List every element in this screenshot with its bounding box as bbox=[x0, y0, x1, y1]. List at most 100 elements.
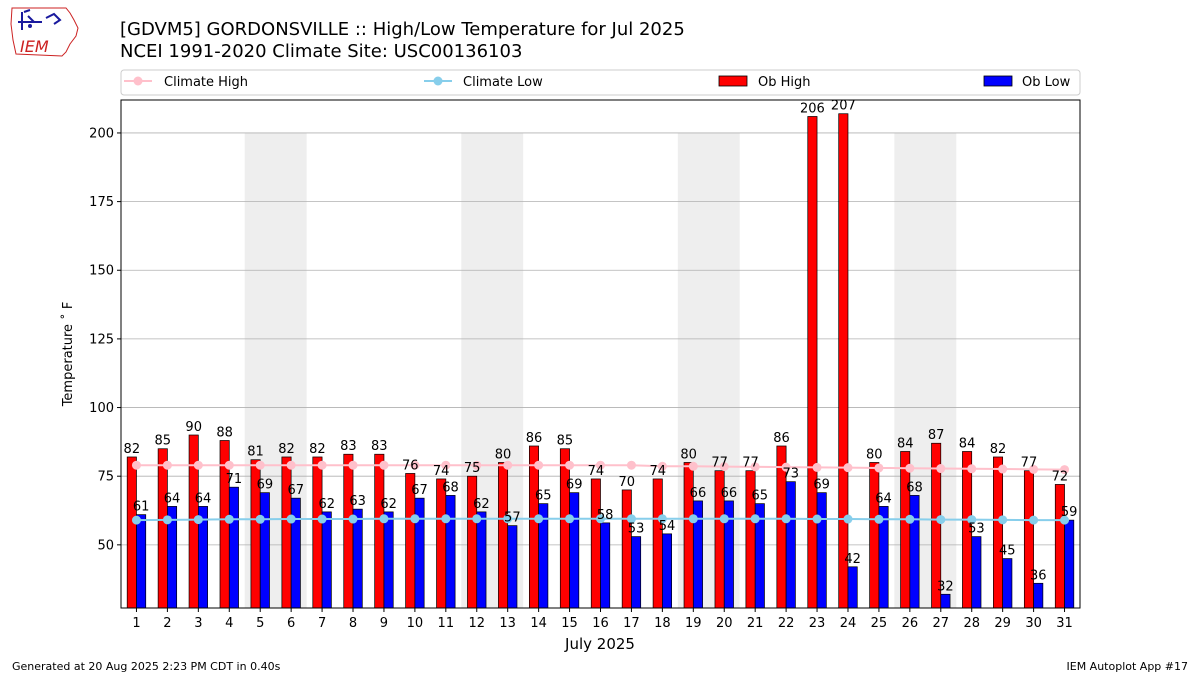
x-tick-label: 12 bbox=[468, 616, 485, 631]
climate-high-point bbox=[131, 460, 141, 470]
ob-high-bar bbox=[312, 456, 323, 609]
ob-low-bar bbox=[662, 533, 673, 609]
legend-ob-high-label: Ob High bbox=[758, 75, 811, 90]
ob-low-bar bbox=[259, 492, 270, 609]
ob-low-value-label: 61 bbox=[133, 500, 150, 515]
ob-high-value-label: 87 bbox=[928, 428, 945, 443]
x-tick-label: 1 bbox=[132, 616, 140, 631]
ob-low-value-label: 69 bbox=[257, 478, 274, 493]
ob-high-value-label: 70 bbox=[619, 475, 636, 490]
ob-high-bar bbox=[869, 462, 880, 609]
ob-low-value-label: 58 bbox=[597, 508, 614, 523]
ob-low-value-label: 66 bbox=[690, 486, 707, 501]
ob-high-bar bbox=[1023, 470, 1034, 609]
x-tick-label: 27 bbox=[933, 616, 950, 631]
legend-ob-high-swatch bbox=[718, 75, 748, 87]
ob-high-bar bbox=[807, 116, 818, 609]
ob-low-bar bbox=[847, 566, 858, 609]
ob-high-bar bbox=[621, 489, 632, 609]
x-tick-label: 2 bbox=[163, 616, 171, 631]
legend-climate-high-label: Climate High bbox=[164, 75, 248, 90]
climate-low-point bbox=[874, 514, 884, 524]
ob-low-value-label: 66 bbox=[721, 486, 738, 501]
climate-high-point bbox=[162, 460, 172, 470]
legend-ob-low-label: Ob Low bbox=[1022, 75, 1071, 90]
x-tick-label: 24 bbox=[840, 616, 857, 631]
ob-low-value-label: 32 bbox=[937, 579, 954, 594]
climate-low-point bbox=[162, 515, 172, 525]
ob-low-value-label: 62 bbox=[318, 497, 335, 512]
climate-high-point bbox=[348, 460, 358, 470]
chart-title: [GDVM5] GORDONSVILLE :: High/Low Tempera… bbox=[120, 19, 685, 40]
legend-climate-low-label: Climate Low bbox=[463, 75, 543, 90]
ob-high-value-label: 88 bbox=[216, 425, 233, 440]
chart-subtitle: NCEI 1991-2020 Climate Site: USC00136103 bbox=[120, 41, 522, 62]
ob-low-value-label: 57 bbox=[504, 511, 521, 526]
ob-high-bar bbox=[900, 451, 911, 609]
ob-high-value-label: 83 bbox=[371, 439, 388, 454]
ob-low-bar bbox=[569, 492, 580, 609]
ob-low-bar bbox=[1002, 558, 1013, 609]
ob-high-value-label: 74 bbox=[649, 464, 666, 479]
ob-high-bar bbox=[559, 448, 570, 609]
x-tick-label: 15 bbox=[561, 616, 578, 631]
climate-low-point bbox=[503, 514, 513, 524]
ob-high-bar bbox=[436, 478, 447, 609]
ob-high-bar bbox=[838, 113, 849, 609]
ob-low-bar bbox=[1064, 519, 1075, 609]
ob-high-value-label: 77 bbox=[1021, 456, 1038, 471]
y-tick-label: 175 bbox=[89, 195, 114, 210]
ob-high-bar bbox=[157, 448, 168, 609]
ob-low-bar bbox=[290, 497, 301, 609]
legend-frame bbox=[120, 69, 1081, 96]
ob-high-value-label: 76 bbox=[402, 458, 419, 473]
x-tick-label: 13 bbox=[499, 616, 516, 631]
climate-high-point bbox=[1029, 464, 1039, 474]
x-tick-label: 8 bbox=[349, 616, 357, 631]
legend-climate-low-marker bbox=[433, 76, 443, 86]
ob-high-value-label: 82 bbox=[990, 442, 1007, 457]
x-tick-label: 11 bbox=[438, 616, 455, 631]
ob-low-bar bbox=[971, 536, 982, 609]
climate-low-point bbox=[626, 514, 636, 524]
climate-low-point bbox=[317, 514, 327, 524]
climate-low-point bbox=[750, 514, 760, 524]
climate-high-point bbox=[503, 460, 513, 470]
ob-low-bar bbox=[816, 492, 827, 609]
ob-high-value-label: 84 bbox=[959, 436, 976, 451]
ob-low-value-label: 36 bbox=[1030, 568, 1047, 583]
ob-high-value-label: 77 bbox=[742, 456, 759, 471]
climate-high-point bbox=[317, 460, 327, 470]
ob-high-value-label: 82 bbox=[124, 442, 141, 457]
ob-low-bar bbox=[785, 481, 796, 609]
climate-high-point bbox=[534, 460, 544, 470]
ob-low-value-label: 69 bbox=[813, 478, 830, 493]
ob-high-value-label: 81 bbox=[247, 445, 264, 460]
ob-low-value-label: 54 bbox=[659, 519, 676, 534]
climate-high-point bbox=[967, 464, 977, 474]
climate-low-point bbox=[1029, 515, 1039, 525]
ob-high-bar bbox=[590, 478, 601, 609]
climate-high-point bbox=[905, 463, 915, 473]
ob-high-value-label: 82 bbox=[309, 442, 326, 457]
x-tick-label: 3 bbox=[194, 616, 202, 631]
climate-low-point bbox=[193, 515, 203, 525]
legend-ob-low-swatch bbox=[983, 75, 1013, 87]
x-tick-label: 30 bbox=[1025, 616, 1042, 631]
ob-low-bar bbox=[600, 522, 611, 609]
climate-low-point bbox=[534, 514, 544, 524]
ob-low-bar bbox=[1033, 582, 1044, 609]
ob-low-value-label: 68 bbox=[906, 480, 923, 495]
ob-high-bar bbox=[126, 456, 137, 609]
climate-low-point bbox=[1060, 515, 1070, 525]
ob-high-value-label: 84 bbox=[897, 436, 914, 451]
climate-low-point bbox=[657, 514, 667, 524]
x-tick-label: 25 bbox=[871, 616, 888, 631]
climate-low-point bbox=[379, 514, 389, 524]
ob-high-value-label: 77 bbox=[711, 456, 728, 471]
ob-high-value-label: 80 bbox=[866, 447, 883, 462]
ob-low-value-label: 64 bbox=[164, 491, 181, 506]
ob-high-bar bbox=[343, 453, 354, 609]
x-tick-label: 4 bbox=[225, 616, 233, 631]
